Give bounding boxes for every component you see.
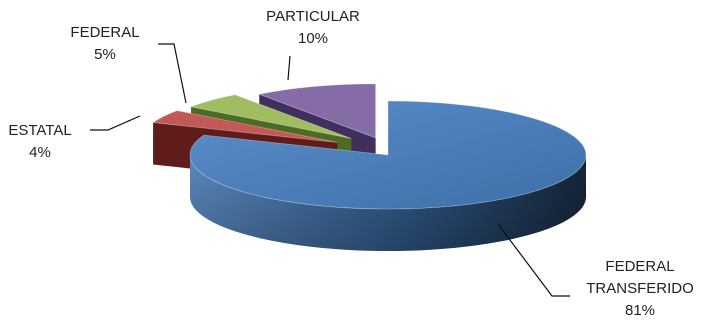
slice-label-estatal: ESTATAL 4% [4,120,76,164]
leader-lines [90,43,570,297]
pie-slice-federal-transferido-side-shade-1 [190,155,586,251]
slice-label-federal-transferido: FEDERAL TRANSFERIDO 81% [565,256,709,322]
slice-label-federal-value: 5% [94,46,116,63]
slice-label-estatal-name: ESTATAL [8,122,72,139]
slice-label-particular: PARTICULAR 10% [253,6,373,50]
leader-line-federal [158,43,187,104]
slice-label-federal: FEDERAL 5% [70,22,140,66]
leader-line-federal-transferido [497,223,570,297]
pie-slice-federal-transferido [189,100,587,251]
pie-slice-federal-transferido-top [189,100,587,210]
pie-slices [151,83,587,251]
pie-slice-federal-top [189,94,352,139]
slice-label-estatal-value: 4% [29,144,51,161]
slice-label-federal-transferido-name-2: TRANSFERIDO [586,280,694,297]
leader-line-particular [287,55,291,81]
slice-label-federal-transferido-name-1: FEDERAL [605,258,675,275]
slice-label-particular-value: 10% [297,30,329,47]
slice-label-federal-name: FEDERAL [70,24,140,41]
pie-slice-estatal-top [151,110,338,143]
pie-slice-particular-top [257,83,377,139]
slice-label-federal-transferido-value: 81% [624,302,656,319]
leader-line-estatal [90,115,141,131]
slice-label-particular-name: PARTICULAR [266,8,360,25]
